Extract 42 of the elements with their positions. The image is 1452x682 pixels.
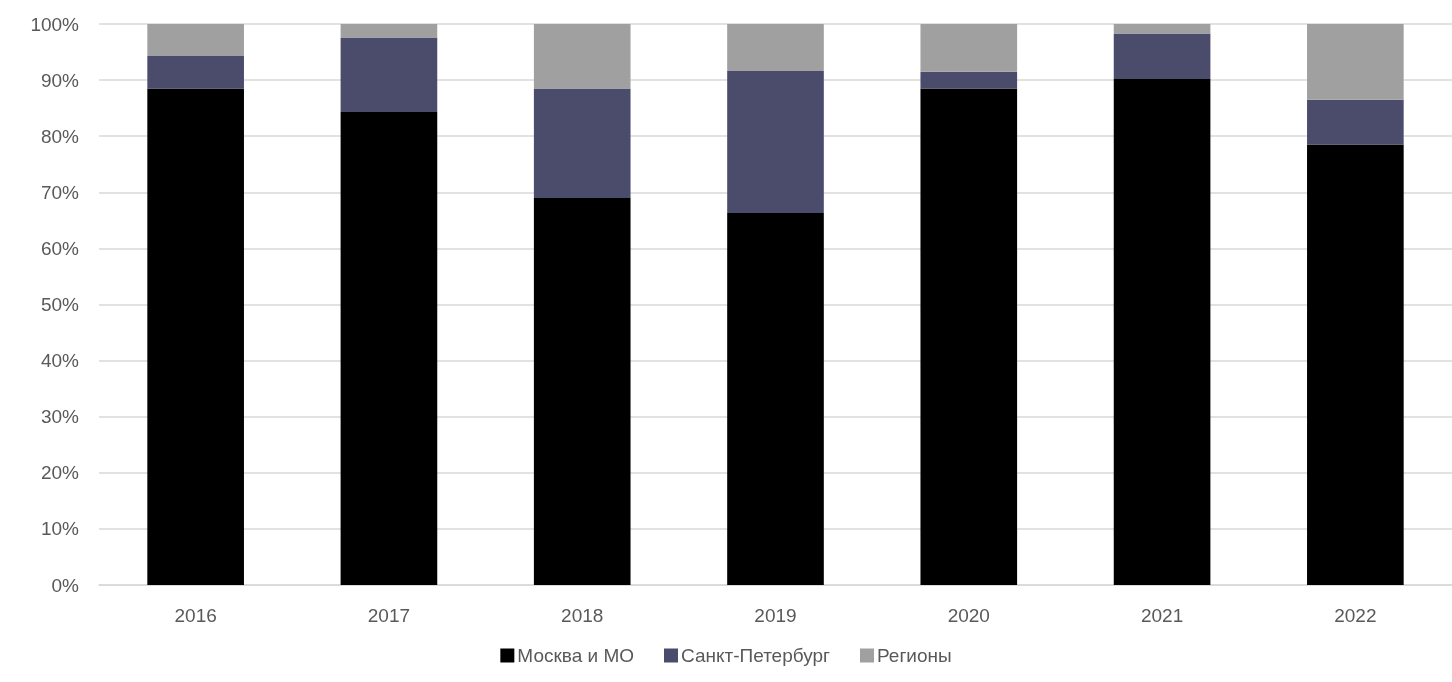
- bar: [147, 24, 244, 56]
- bar: [1307, 24, 1404, 100]
- x-tick-label: 2020: [947, 605, 990, 626]
- y-tick-label: 70%: [40, 181, 80, 203]
- bar: [1113, 24, 1211, 34]
- bar: [533, 24, 631, 89]
- bar: [147, 55, 244, 89]
- bar: [920, 88, 1018, 585]
- bar: [340, 112, 438, 585]
- y-tick-label: 50%: [40, 294, 80, 315]
- x-tick-label: 2022: [1334, 605, 1377, 626]
- bar: [147, 88, 244, 585]
- legend-label: Регионы: [877, 645, 952, 666]
- y-tick-label: 60%: [40, 237, 80, 259]
- legend-label: Москва и МО: [517, 645, 634, 666]
- bar: [340, 37, 438, 113]
- y-tick-label: 20%: [40, 462, 80, 484]
- bar: [533, 197, 631, 585]
- x-tick-label: 2016: [174, 605, 217, 626]
- y-tick-label: 100%: [30, 13, 80, 35]
- x-tick-label: 2019: [754, 605, 797, 626]
- y-tick-label: 30%: [40, 406, 80, 428]
- y-tick-label: 10%: [40, 518, 80, 540]
- bar: [727, 71, 824, 214]
- bar: [340, 24, 438, 38]
- y-tick-label: 80%: [40, 125, 80, 147]
- y-tick-label: 40%: [40, 350, 80, 372]
- legend-label: Санкт-Петербург: [680, 645, 831, 666]
- bar: [920, 24, 1018, 72]
- x-tick-label: 2018: [561, 605, 604, 626]
- bar: [920, 71, 1018, 89]
- y-tick-label: 90%: [40, 69, 80, 91]
- bar: [1307, 99, 1404, 145]
- bar: [1113, 78, 1211, 585]
- bar: [1307, 144, 1404, 585]
- bar: [727, 213, 824, 585]
- bar: [727, 24, 824, 72]
- bar: [533, 88, 631, 198]
- x-tick-label: 2017: [367, 605, 411, 626]
- x-tick-label: 2021: [1140, 605, 1184, 626]
- y-tick-label: 0%: [51, 574, 80, 596]
- bar: [1113, 33, 1211, 79]
